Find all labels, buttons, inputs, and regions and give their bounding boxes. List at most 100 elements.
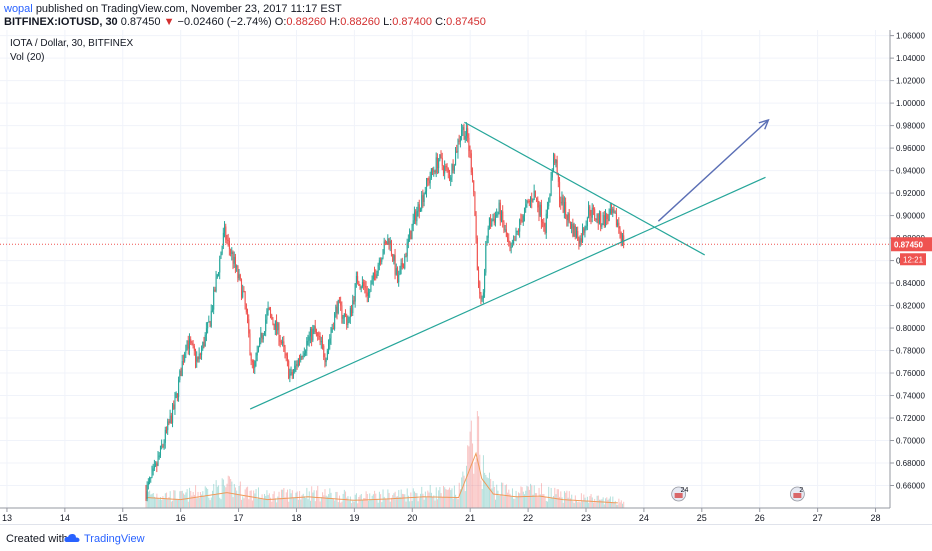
candle-body[interactable] — [433, 170, 435, 172]
candle-body[interactable] — [272, 319, 274, 324]
candle-body[interactable] — [164, 429, 166, 443]
candle-body[interactable] — [514, 239, 516, 241]
candle-body[interactable] — [236, 266, 238, 268]
candle-body[interactable] — [555, 159, 557, 164]
candle-body[interactable] — [556, 159, 558, 175]
candle-body[interactable] — [496, 214, 498, 216]
candle-body[interactable] — [232, 252, 234, 264]
candle-body[interactable] — [363, 282, 365, 286]
candle-body[interactable] — [371, 279, 373, 285]
candle-body[interactable] — [349, 308, 351, 318]
candle-body[interactable] — [525, 204, 527, 209]
candle-body[interactable] — [509, 242, 511, 248]
forecast-arrow[interactable] — [657, 119, 769, 222]
candle-body[interactable] — [608, 213, 610, 221]
candle-body[interactable] — [470, 153, 472, 173]
candle-body[interactable] — [559, 181, 561, 202]
candle-body[interactable] — [176, 393, 178, 398]
candle-body[interactable] — [372, 272, 374, 280]
candle-body[interactable] — [485, 245, 487, 273]
candle-body[interactable] — [450, 177, 452, 181]
candle-body[interactable] — [586, 218, 588, 227]
candle-body[interactable] — [415, 211, 417, 222]
candle-body[interactable] — [278, 323, 280, 341]
candle-body[interactable] — [580, 238, 582, 242]
candle-body[interactable] — [337, 300, 339, 314]
candle-body[interactable] — [195, 350, 197, 362]
candle-body[interactable] — [268, 307, 270, 310]
candle-body[interactable] — [508, 239, 510, 243]
candle-body[interactable] — [412, 220, 414, 226]
candle-body[interactable] — [175, 393, 177, 399]
candle-body[interactable] — [527, 200, 529, 202]
candle-body[interactable] — [620, 233, 622, 243]
candle-body[interactable] — [519, 219, 521, 232]
candle-body[interactable] — [464, 135, 466, 140]
candle-body[interactable] — [614, 212, 616, 214]
candle-body[interactable] — [382, 253, 384, 259]
candle-body[interactable] — [273, 323, 275, 330]
candle-body[interactable] — [492, 218, 494, 221]
candle-body[interactable] — [479, 281, 481, 294]
candle-body[interactable] — [265, 319, 267, 332]
candle-body[interactable] — [239, 274, 241, 280]
candle-body[interactable] — [149, 478, 151, 482]
candle-body[interactable] — [251, 360, 253, 363]
candle-body[interactable] — [536, 197, 538, 200]
candle-body[interactable] — [276, 320, 278, 331]
candle-body[interactable] — [522, 215, 524, 223]
candle-body[interactable] — [256, 351, 258, 356]
candle-body[interactable] — [592, 207, 594, 210]
candle-body[interactable] — [198, 353, 200, 360]
candle-body[interactable] — [260, 332, 262, 338]
candle-body[interactable] — [285, 353, 287, 356]
candle-body[interactable] — [538, 207, 540, 216]
candle-body[interactable] — [277, 323, 279, 331]
candle-body[interactable] — [423, 193, 425, 202]
candle-body[interactable] — [347, 321, 349, 326]
candle-body[interactable] — [515, 231, 517, 241]
candle-body[interactable] — [582, 228, 584, 242]
candle-body[interactable] — [395, 268, 397, 275]
candle-body[interactable] — [531, 198, 533, 202]
candle-body[interactable] — [548, 202, 550, 207]
candle-body[interactable] — [455, 151, 457, 166]
candle-body[interactable] — [475, 215, 477, 239]
candle-body[interactable] — [288, 361, 290, 378]
candle-body[interactable] — [368, 292, 370, 297]
candle-body[interactable] — [302, 355, 304, 357]
candle-body[interactable] — [345, 314, 347, 317]
candle-body[interactable] — [314, 326, 316, 333]
candle-body[interactable] — [343, 314, 345, 318]
candle-body[interactable] — [600, 212, 602, 227]
candle-body[interactable] — [332, 328, 334, 330]
candle-body[interactable] — [173, 404, 175, 409]
time-axis[interactable]: 13 14 15 16 17 18 19 20 21 22 23 24 25 26 27 28 — [0, 507, 890, 523]
candle-body[interactable] — [187, 340, 189, 349]
candle-body[interactable] — [589, 206, 591, 216]
candle-body[interactable] — [484, 272, 486, 293]
candle-body[interactable] — [521, 220, 523, 223]
candle-body[interactable] — [169, 415, 171, 423]
candle-body[interactable] — [458, 140, 460, 142]
candle-body[interactable] — [424, 191, 426, 194]
candle-body[interactable] — [561, 197, 563, 204]
candle-body[interactable] — [601, 224, 603, 227]
candle-body[interactable] — [237, 266, 239, 279]
candle-body[interactable] — [184, 353, 186, 362]
candle-body[interactable] — [386, 242, 388, 245]
candle-body[interactable] — [539, 204, 541, 216]
candle-body[interactable] — [147, 481, 149, 485]
candle-body[interactable] — [405, 256, 407, 258]
candle-body[interactable] — [286, 355, 288, 362]
candle-body[interactable] — [619, 228, 621, 234]
candle-body[interactable] — [570, 221, 572, 229]
candle-body[interactable] — [293, 371, 295, 376]
candle-body[interactable] — [151, 471, 153, 478]
candle-body[interactable] — [459, 136, 461, 142]
candle-body[interactable] — [157, 456, 159, 466]
candle-body[interactable] — [549, 195, 551, 203]
candle-body[interactable] — [358, 281, 360, 286]
candle-body[interactable] — [478, 270, 480, 282]
candle-body[interactable] — [374, 272, 376, 275]
